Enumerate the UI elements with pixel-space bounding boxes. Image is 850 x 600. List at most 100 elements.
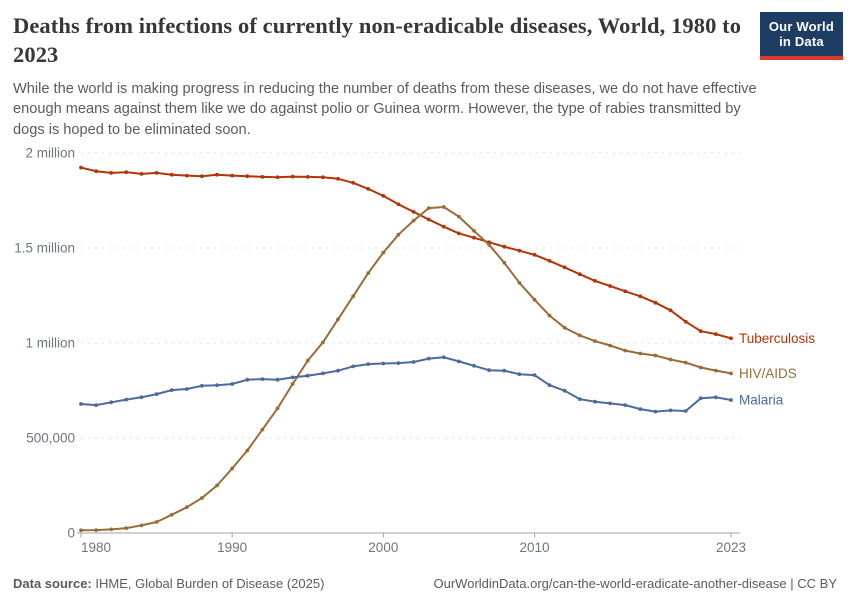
data-point[interactable] xyxy=(457,214,461,219)
series-line-tuberculosis[interactable] xyxy=(80,166,732,340)
data-point[interactable] xyxy=(562,325,567,330)
data-point[interactable] xyxy=(441,224,446,229)
data-point[interactable] xyxy=(321,371,325,376)
series-label-hiv-aids[interactable]: HIV/AIDS xyxy=(739,366,797,381)
data-point[interactable] xyxy=(396,202,401,206)
data-point[interactable] xyxy=(623,348,628,353)
owid-logo[interactable]: Our World in Data xyxy=(759,12,843,60)
data-point[interactable] xyxy=(366,361,371,366)
data-point[interactable] xyxy=(411,209,416,214)
data-point[interactable] xyxy=(245,377,250,382)
data-point[interactable] xyxy=(457,231,461,236)
data-point[interactable] xyxy=(472,363,476,368)
data-point[interactable] xyxy=(577,396,582,401)
data-point[interactable] xyxy=(336,368,340,373)
data-point[interactable] xyxy=(184,386,189,391)
data-point[interactable] xyxy=(441,355,446,359)
series-label-malaria[interactable]: Malaria xyxy=(739,392,784,407)
data-point[interactable] xyxy=(184,505,189,509)
data-point[interactable] xyxy=(260,174,265,179)
data-point[interactable] xyxy=(245,174,250,178)
data-point[interactable] xyxy=(532,252,537,257)
data-point[interactable] xyxy=(139,523,144,528)
data-point[interactable] xyxy=(532,372,537,377)
data-point[interactable] xyxy=(215,172,219,177)
data-point[interactable] xyxy=(638,351,643,356)
data-point[interactable] xyxy=(230,173,235,178)
data-point[interactable] xyxy=(79,528,83,532)
data-point[interactable] xyxy=(124,170,129,174)
data-point[interactable] xyxy=(472,228,476,233)
data-point[interactable] xyxy=(230,466,235,471)
data-point[interactable] xyxy=(547,258,552,263)
data-point[interactable] xyxy=(94,169,98,173)
data-point[interactable] xyxy=(698,329,703,333)
data-point[interactable] xyxy=(200,383,204,388)
data-point[interactable] xyxy=(517,372,522,376)
data-point[interactable] xyxy=(593,338,597,343)
data-point[interactable] xyxy=(653,409,658,414)
data-point[interactable] xyxy=(169,512,174,517)
license-badge[interactable]: CC BY xyxy=(797,575,837,591)
data-point[interactable] xyxy=(577,272,582,276)
data-point[interactable] xyxy=(396,360,401,365)
data-point[interactable] xyxy=(351,180,355,185)
data-point[interactable] xyxy=(260,427,265,432)
data-point[interactable] xyxy=(426,217,431,222)
data-point[interactable] xyxy=(472,235,476,240)
data-point[interactable] xyxy=(290,174,295,179)
data-point[interactable] xyxy=(184,173,189,178)
data-point[interactable] xyxy=(275,406,280,411)
data-point[interactable] xyxy=(124,525,129,530)
data-point[interactable] xyxy=(260,376,265,381)
data-point[interactable] xyxy=(698,396,703,400)
data-point[interactable] xyxy=(366,186,371,191)
data-point[interactable] xyxy=(305,358,310,363)
data-point[interactable] xyxy=(502,244,507,249)
data-point[interactable] xyxy=(169,172,174,177)
data-point[interactable] xyxy=(714,368,718,373)
data-point[interactable] xyxy=(457,359,461,364)
data-point[interactable] xyxy=(366,270,371,275)
data-point[interactable] xyxy=(109,400,114,404)
data-point[interactable] xyxy=(517,248,522,253)
data-point[interactable] xyxy=(683,408,688,413)
data-point[interactable] xyxy=(94,402,98,407)
credit-url[interactable]: OurWorldinData.org/can-the-world-eradica… xyxy=(433,575,787,591)
data-point[interactable] xyxy=(94,527,98,532)
data-point[interactable] xyxy=(230,381,235,386)
data-point[interactable] xyxy=(290,381,295,386)
data-point[interactable] xyxy=(381,193,386,198)
data-point[interactable] xyxy=(608,283,612,288)
data-point[interactable] xyxy=(714,395,718,399)
data-point[interactable] xyxy=(547,313,552,318)
series-line-hiv-aids[interactable] xyxy=(80,205,732,532)
data-point[interactable] xyxy=(381,361,386,366)
data-point[interactable] xyxy=(714,331,718,336)
line-chart-svg[interactable]: 0 500,000 1 million 1.5 million 2 million 198… xyxy=(0,143,850,565)
data-point[interactable] xyxy=(336,176,340,181)
data-point[interactable] xyxy=(215,383,219,387)
data-point[interactable] xyxy=(336,317,340,321)
data-point[interactable] xyxy=(729,397,733,402)
data-point[interactable] xyxy=(396,232,401,237)
data-point[interactable] xyxy=(139,171,144,176)
data-point[interactable] xyxy=(109,527,114,532)
data-point[interactable] xyxy=(683,360,688,365)
data-point[interactable] xyxy=(593,278,597,283)
data-point[interactable] xyxy=(562,265,567,270)
data-point[interactable] xyxy=(109,170,114,175)
data-point[interactable] xyxy=(729,336,733,340)
data-point[interactable] xyxy=(487,242,491,247)
data-point[interactable] xyxy=(623,402,628,407)
data-point[interactable] xyxy=(275,377,280,382)
data-point[interactable] xyxy=(200,495,204,500)
data-point[interactable] xyxy=(169,387,174,392)
data-point[interactable] xyxy=(305,174,310,179)
data-point[interactable] xyxy=(668,408,673,413)
data-point[interactable] xyxy=(487,368,491,372)
data-point[interactable] xyxy=(154,391,159,396)
data-point[interactable] xyxy=(154,519,159,524)
data-point[interactable] xyxy=(245,448,250,453)
data-point[interactable] xyxy=(275,175,280,179)
